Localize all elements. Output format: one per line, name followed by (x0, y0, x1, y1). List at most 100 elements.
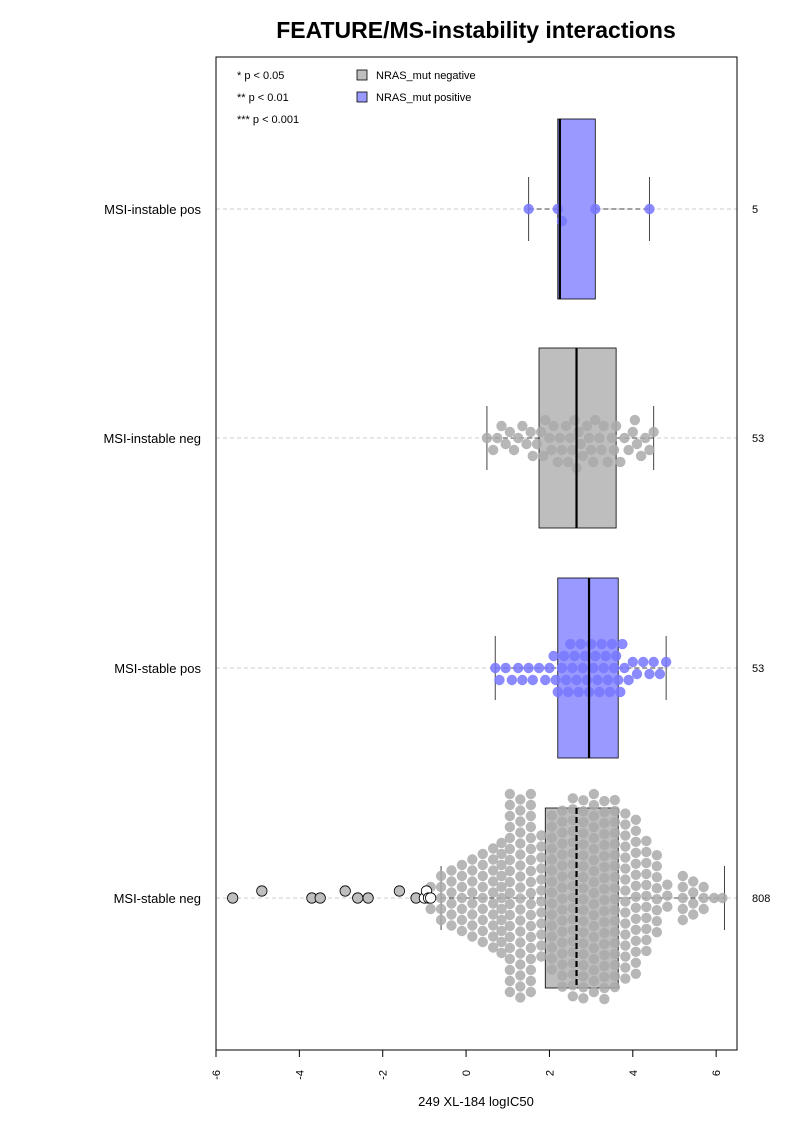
data-point (575, 438, 586, 450)
data-point (546, 444, 557, 456)
data-point (435, 914, 447, 926)
data-point (435, 881, 447, 893)
data-point (515, 794, 526, 805)
data-point (546, 887, 558, 898)
data-point (620, 918, 631, 929)
data-point (588, 810, 600, 822)
data-point (536, 841, 547, 852)
data-point (557, 816, 568, 827)
data-point (578, 850, 589, 861)
data-point (620, 885, 631, 896)
data-point (602, 674, 613, 686)
data-point (627, 426, 638, 438)
data-point (640, 432, 651, 444)
data-point (630, 880, 642, 891)
group-count: 5 (752, 204, 758, 216)
data-point (577, 662, 588, 674)
data-point (546, 810, 558, 821)
data-point (515, 992, 526, 1003)
data-point (425, 903, 436, 915)
data-point (515, 970, 526, 981)
data-point (533, 662, 545, 674)
data-point (500, 438, 511, 450)
data-point (515, 959, 526, 970)
data-point (512, 662, 524, 674)
data-point (588, 799, 600, 811)
data-point (456, 881, 468, 893)
group-label: MSI-instable neg (103, 431, 201, 446)
data-point (578, 927, 589, 938)
data-point (456, 914, 468, 926)
data-point (546, 865, 558, 876)
data-point (546, 953, 558, 964)
data-point (546, 931, 558, 942)
data-point (556, 662, 568, 674)
data-point (496, 903, 507, 915)
data-point (630, 924, 642, 935)
data-point (546, 909, 558, 920)
data-point (557, 915, 568, 926)
data-point (623, 444, 634, 456)
group-label: MSI-stable pos (114, 661, 201, 676)
data-point (588, 832, 600, 844)
data-point (504, 426, 516, 438)
data-point (496, 420, 507, 432)
data-point (630, 935, 642, 946)
data-point (600, 650, 611, 662)
data-point (536, 852, 547, 863)
data-point (620, 808, 631, 819)
data-point (525, 865, 537, 877)
x-tick-label: 0 (461, 1070, 473, 1076)
data-point (562, 686, 574, 698)
data-point (544, 662, 555, 674)
data-point (620, 874, 631, 885)
data-point (641, 835, 652, 847)
data-point (540, 414, 551, 426)
data-point (557, 959, 568, 970)
data-point (504, 975, 516, 987)
data-point (588, 964, 600, 976)
data-point (487, 920, 499, 931)
data-point (557, 882, 568, 893)
data-point (599, 861, 610, 873)
data-point (515, 915, 526, 926)
data-point (546, 942, 558, 953)
data-point (635, 450, 647, 462)
data-point (630, 968, 642, 979)
data-point (578, 795, 589, 806)
data-point (525, 810, 537, 822)
data-point (525, 964, 537, 976)
data-point (536, 907, 547, 918)
data-point (630, 946, 642, 957)
data-point (504, 843, 516, 855)
data-point (508, 444, 520, 456)
data-point (557, 849, 568, 860)
data-point (496, 914, 507, 926)
data-point (677, 903, 689, 915)
data-point (641, 879, 652, 891)
data-point (515, 805, 526, 816)
outlier-point (362, 892, 374, 904)
data-point (496, 848, 507, 860)
data-point (490, 662, 501, 674)
data-point (609, 827, 621, 839)
data-point (641, 857, 652, 869)
legend-label-positive: NRAS_mut positive (376, 92, 471, 104)
data-point (660, 656, 672, 668)
data-point (515, 860, 526, 871)
data-point (477, 936, 488, 948)
data-point (477, 881, 488, 893)
data-point (515, 871, 526, 882)
data-point (525, 942, 537, 954)
data-point (467, 865, 478, 876)
data-point (523, 203, 534, 215)
data-point (588, 821, 600, 833)
data-point (662, 879, 673, 890)
data-point (521, 438, 532, 450)
data-point (590, 203, 601, 215)
data-point (515, 948, 526, 959)
data-point (620, 973, 631, 984)
data-point (435, 870, 447, 882)
significance-legend-3: *** p < 0.001 (237, 114, 299, 126)
data-point (515, 893, 526, 904)
